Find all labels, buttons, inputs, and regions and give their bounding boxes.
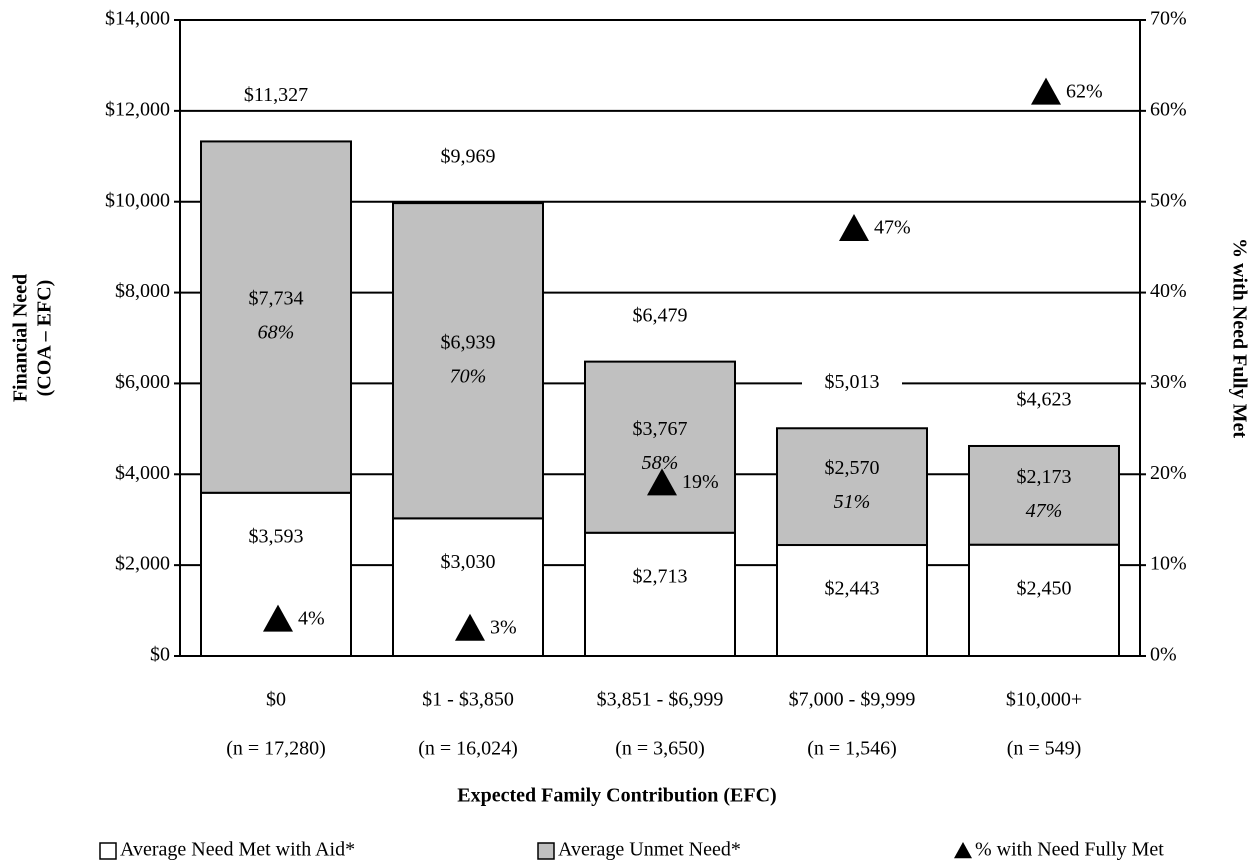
share-label: 68% — [258, 322, 295, 344]
value-label: $6,939 — [441, 331, 496, 353]
total-label: $11,327 — [244, 84, 308, 106]
value-label: $3,593 — [249, 525, 304, 547]
legend-label: Average Unmet Need* — [558, 839, 741, 861]
y-tick-label: $10,000 — [105, 189, 170, 211]
share-label: 51% — [834, 491, 871, 513]
legend-label: % with Need Fully Met — [975, 839, 1164, 861]
share-label: 58% — [642, 452, 679, 474]
y2-tick-label: 20% — [1150, 462, 1187, 484]
value-label: $2,713 — [633, 565, 688, 587]
y2-tick-label: 60% — [1150, 98, 1187, 120]
legend-label: Average Need Met with Aid* — [120, 839, 355, 861]
bar-segment — [968, 543, 1120, 658]
total-label: $9,969 — [441, 146, 496, 168]
legend-swatch — [99, 842, 117, 860]
bar-segment — [584, 531, 736, 657]
x-tick-sublabel: (n = 549) — [1007, 738, 1082, 760]
x-tick-sublabel: (n = 17,280) — [226, 738, 326, 760]
value-label: 19% — [682, 471, 719, 493]
marker — [1031, 77, 1061, 105]
bar-segment — [968, 444, 1120, 546]
bar-segment — [392, 202, 544, 520]
marker — [263, 604, 293, 632]
total-label-bg — [226, 84, 326, 109]
y-tick-label: $4,000 — [115, 462, 170, 484]
x-axis-title: Expected Family Contribution (EFC) — [457, 785, 776, 807]
y-tick-label: $12,000 — [105, 98, 170, 120]
total-label-bg — [610, 304, 710, 329]
y-axis-title-line: Financial Need — [10, 274, 32, 402]
x-tick-label: $1 - $3,850 — [422, 689, 514, 711]
total-label: $5,013 — [825, 371, 880, 393]
value-label: $7,734 — [249, 288, 304, 310]
total-label-bg — [994, 388, 1094, 413]
value-label: $3,767 — [633, 418, 688, 440]
y-tick-label: $14,000 — [105, 8, 170, 30]
legend-swatch — [537, 842, 555, 860]
total-label-bg — [802, 371, 902, 396]
bar-segment — [776, 544, 928, 658]
value-label: $2,443 — [825, 578, 880, 600]
x-tick-sublabel: (n = 1,546) — [807, 738, 897, 760]
y-tick-label: $2,000 — [115, 553, 170, 575]
x-tick-label: $7,000 - $9,999 — [789, 689, 916, 711]
value-label: 4% — [298, 607, 325, 629]
value-label: $3,030 — [441, 551, 496, 573]
y-axis-title-line: (COA – EFC) — [34, 280, 56, 397]
total-label-bg — [418, 146, 518, 171]
bar-segment — [776, 427, 928, 547]
y2-axis-title: % with Need Fully Met — [1228, 238, 1250, 438]
total-label: $6,479 — [633, 304, 688, 326]
value-label: 3% — [490, 616, 517, 638]
y2-tick-label: 40% — [1150, 280, 1187, 302]
legend-swatch — [954, 842, 972, 859]
value-label: $2,570 — [825, 457, 880, 479]
y2-tick-label: 50% — [1150, 189, 1187, 211]
y-tick-label: $8,000 — [115, 280, 170, 302]
total-label: $4,623 — [1017, 389, 1072, 411]
marker — [647, 468, 677, 496]
marker — [839, 213, 869, 241]
share-label: 47% — [1026, 500, 1063, 522]
x-tick-label: $3,851 - $6,999 — [597, 689, 724, 711]
y2-tick-label: 70% — [1150, 8, 1187, 30]
y2-tick-label: 10% — [1150, 553, 1187, 575]
value-label: $2,173 — [1017, 466, 1072, 488]
bar-segment — [584, 360, 736, 534]
share-label: 70% — [450, 365, 487, 387]
y2-tick-label: 30% — [1150, 371, 1187, 393]
value-label: 47% — [874, 217, 911, 239]
y-tick-label: $6,000 — [115, 371, 170, 393]
y-tick-label: $0 — [150, 644, 170, 666]
value-label: $2,450 — [1017, 577, 1072, 599]
bar-segment — [200, 140, 352, 494]
x-tick-sublabel: (n = 16,024) — [418, 738, 518, 760]
bar-segment — [200, 491, 352, 657]
x-tick-label: $10,000+ — [1006, 689, 1082, 711]
y2-tick-label: 0% — [1150, 644, 1177, 666]
value-label: 62% — [1066, 80, 1103, 102]
y-axis-title: Financial Need (COA – EFC) — [10, 274, 56, 402]
x-tick-label: $0 — [266, 689, 286, 711]
marker — [455, 613, 485, 641]
x-tick-sublabel: (n = 3,650) — [615, 738, 705, 760]
